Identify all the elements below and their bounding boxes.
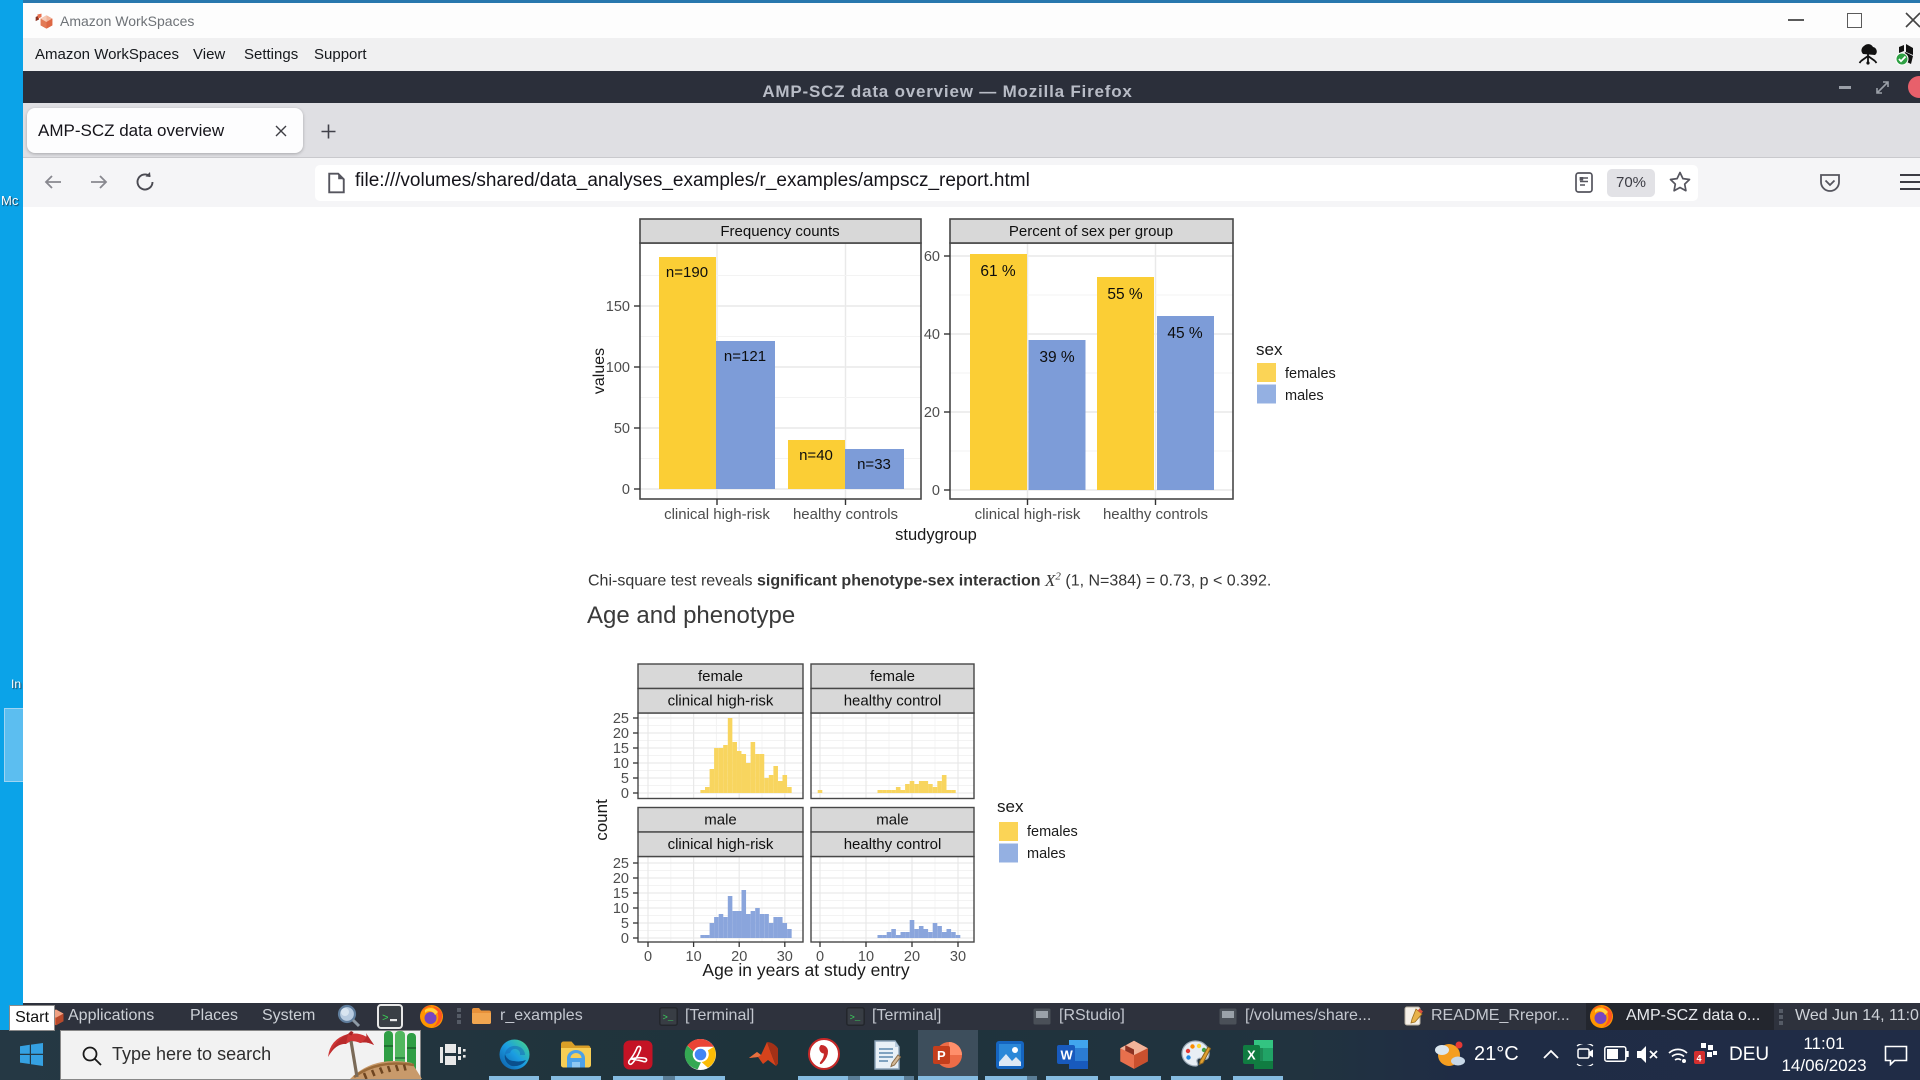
svg-text:male: male	[704, 812, 737, 829]
svg-text:clinical high-risk: clinical high-risk	[668, 836, 774, 853]
svg-text:5: 5	[621, 771, 629, 787]
svg-text:0: 0	[816, 949, 824, 965]
svg-text:45 %: 45 %	[1167, 325, 1203, 342]
svg-text:25: 25	[613, 856, 629, 872]
svg-text:healthy controls: healthy controls	[793, 506, 898, 523]
svg-text:X: X	[1247, 1048, 1256, 1063]
svg-text:0: 0	[621, 931, 629, 947]
svg-text:clinical high-risk: clinical high-risk	[664, 506, 770, 523]
svg-text:>_: >_	[663, 1013, 674, 1023]
svg-text:n=33: n=33	[857, 456, 891, 473]
svg-text:50: 50	[614, 421, 630, 437]
svg-text:healthy control: healthy control	[844, 836, 942, 853]
svg-text:>_: >_	[850, 1013, 861, 1023]
svg-text:10: 10	[613, 756, 629, 772]
svg-text:males: males	[1285, 388, 1324, 404]
svg-text:female: female	[870, 668, 915, 685]
svg-text:sex: sex	[1256, 340, 1283, 359]
svg-text:60: 60	[924, 249, 940, 265]
svg-text:Age in years at study entry: Age in years at study entry	[702, 960, 909, 980]
svg-text:15: 15	[613, 741, 629, 757]
svg-text:4: 4	[1697, 1054, 1702, 1064]
svg-text:healthy controls: healthy controls	[1103, 506, 1208, 523]
svg-text:5: 5	[621, 916, 629, 932]
svg-text:10: 10	[613, 901, 629, 917]
svg-text:females: females	[1027, 824, 1078, 840]
svg-text:20: 20	[904, 949, 920, 965]
svg-text:values: values	[591, 348, 608, 394]
svg-text:30: 30	[950, 949, 966, 965]
svg-text:>: >	[382, 1013, 389, 1025]
svg-text:n=40: n=40	[799, 447, 833, 464]
svg-text:20: 20	[613, 726, 629, 742]
svg-text:P: P	[937, 1048, 946, 1063]
svg-text:count: count	[592, 799, 611, 841]
svg-text:female: female	[698, 668, 743, 685]
svg-text:55 %: 55 %	[1107, 286, 1143, 303]
svg-text:clinical high-risk: clinical high-risk	[975, 506, 1081, 523]
svg-text:20: 20	[924, 405, 940, 421]
svg-text:healthy control: healthy control	[844, 693, 942, 710]
svg-text:20: 20	[613, 871, 629, 887]
svg-text:Percent of sex per group: Percent of sex per group	[1009, 223, 1173, 240]
svg-text:20: 20	[731, 949, 747, 965]
svg-text:0: 0	[644, 949, 652, 965]
svg-text:10: 10	[858, 949, 874, 965]
svg-text:0: 0	[932, 483, 940, 499]
svg-text:40: 40	[924, 327, 940, 343]
svg-text:n=190: n=190	[666, 264, 708, 281]
svg-text:0: 0	[622, 482, 630, 498]
svg-text:100: 100	[606, 360, 630, 376]
svg-text:150: 150	[606, 299, 630, 315]
svg-text:studygroup: studygroup	[895, 526, 977, 544]
svg-text:Frequency counts: Frequency counts	[720, 223, 839, 240]
svg-text:39 %: 39 %	[1039, 349, 1075, 366]
svg-text:25: 25	[613, 711, 629, 727]
svg-text:males: males	[1027, 846, 1066, 862]
svg-text:sex: sex	[997, 797, 1024, 816]
svg-text:females: females	[1285, 366, 1336, 382]
svg-text:10: 10	[686, 949, 702, 965]
svg-text:clinical high-risk: clinical high-risk	[668, 693, 774, 710]
svg-text:n=121: n=121	[724, 348, 766, 365]
svg-text:61 %: 61 %	[980, 263, 1016, 280]
svg-text:0: 0	[621, 786, 629, 802]
svg-text:30: 30	[777, 949, 793, 965]
svg-text:male: male	[876, 812, 909, 829]
svg-text:W: W	[1061, 1048, 1074, 1063]
svg-text:15: 15	[613, 886, 629, 902]
